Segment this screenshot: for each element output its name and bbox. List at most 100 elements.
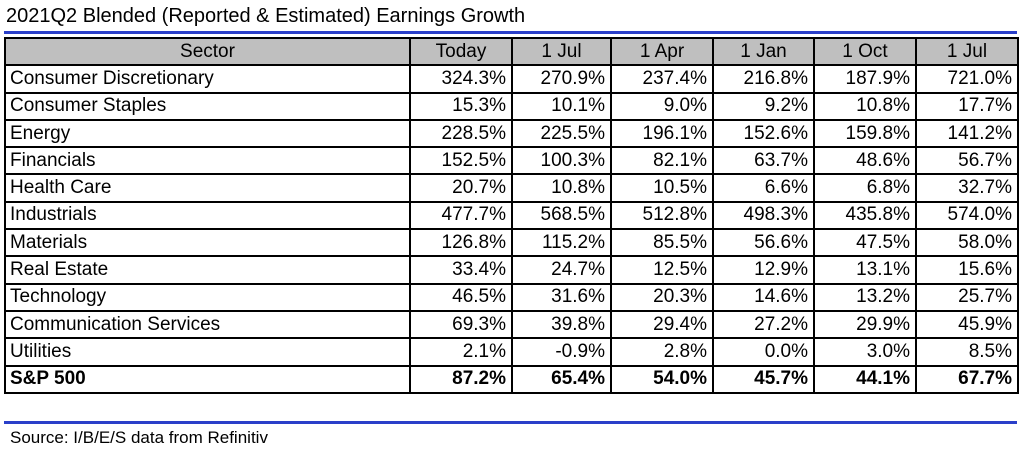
column-header-1-apr: 1 Apr xyxy=(610,36,714,67)
total-value-cell: 87.2% xyxy=(409,364,513,394)
value-cell: 9.0% xyxy=(610,91,714,121)
total-value-cell: 45.7% xyxy=(712,364,815,394)
value-cell: 152.5% xyxy=(409,146,513,176)
value-cell: 8.5% xyxy=(915,337,1019,367)
value-cell: 9.2% xyxy=(712,91,815,121)
value-cell: 10.8% xyxy=(813,91,917,121)
value-cell: 27.2% xyxy=(712,309,815,340)
value-cell: 159.8% xyxy=(813,118,917,149)
value-cell: 512.8% xyxy=(610,200,714,231)
value-cell: 574.0% xyxy=(915,200,1019,231)
table-title: 2021Q2 Blended (Reported & Estimated) Ea… xyxy=(6,5,526,27)
table-row: Financials 152.5% 100.3% 82.1% 63.7% 48.… xyxy=(4,146,1019,176)
total-label: S&P 500 xyxy=(4,364,411,394)
sector-name: Utilities xyxy=(4,337,411,367)
value-cell: 47.5% xyxy=(813,228,917,258)
value-cell: 2.1% xyxy=(409,337,513,367)
value-cell: 20.7% xyxy=(409,173,513,203)
value-cell: -0.9% xyxy=(511,337,612,367)
value-cell: 25.7% xyxy=(915,282,1019,312)
column-header-1-oct: 1 Oct xyxy=(813,36,917,67)
table-row: Industrials 477.7% 568.5% 512.8% 498.3% … xyxy=(4,200,1019,231)
value-cell: 228.5% xyxy=(409,118,513,149)
value-cell: 568.5% xyxy=(511,200,612,231)
table-row: Technology 46.5% 31.6% 20.3% 14.6% 13.2%… xyxy=(4,282,1019,312)
sector-name: Technology xyxy=(4,282,411,312)
value-cell: 435.8% xyxy=(813,200,917,231)
total-row: S&P 500 87.2% 65.4% 54.0% 45.7% 44.1% 67… xyxy=(4,364,1019,394)
value-cell: 82.1% xyxy=(610,146,714,176)
value-cell: 477.7% xyxy=(409,200,513,231)
value-cell: 15.6% xyxy=(915,255,1019,285)
value-cell: 187.9% xyxy=(813,64,917,94)
value-cell: 126.8% xyxy=(409,228,513,258)
value-cell: 24.7% xyxy=(511,255,612,285)
earnings-growth-table: Sector Today 1 Jul 1 Apr 1 Jan 1 Oct 1 J… xyxy=(4,36,1019,394)
sector-name: Communication Services xyxy=(4,309,411,340)
value-cell: 46.5% xyxy=(409,282,513,312)
value-cell: 10.5% xyxy=(610,173,714,203)
value-cell: 56.6% xyxy=(712,228,815,258)
value-cell: 196.1% xyxy=(610,118,714,149)
value-cell: 10.1% xyxy=(511,91,612,121)
value-cell: 721.0% xyxy=(915,64,1019,94)
value-cell: 32.7% xyxy=(915,173,1019,203)
value-cell: 48.6% xyxy=(813,146,917,176)
value-cell: 498.3% xyxy=(712,200,815,231)
column-header-1-jul-current: 1 Jul xyxy=(511,36,612,67)
table-row: Energy 228.5% 225.5% 196.1% 152.6% 159.8… xyxy=(4,118,1019,149)
total-value-cell: 65.4% xyxy=(511,364,612,394)
value-cell: 115.2% xyxy=(511,228,612,258)
source-note: Source: I/B/E/S data from Refinitiv xyxy=(10,428,268,447)
value-cell: 6.6% xyxy=(712,173,815,203)
value-cell: 270.9% xyxy=(511,64,612,94)
sector-name: Consumer Discretionary xyxy=(4,64,411,94)
top-accent-rule xyxy=(4,31,1017,34)
column-header-1-jan: 1 Jan xyxy=(712,36,815,67)
value-cell: 13.2% xyxy=(813,282,917,312)
value-cell: 29.4% xyxy=(610,309,714,340)
total-value-cell: 44.1% xyxy=(813,364,917,394)
value-cell: 3.0% xyxy=(813,337,917,367)
value-cell: 85.5% xyxy=(610,228,714,258)
sector-name: Energy xyxy=(4,118,411,149)
sector-name: Real Estate xyxy=(4,255,411,285)
table-row: Communication Services 69.3% 39.8% 29.4%… xyxy=(4,309,1019,340)
column-header-today: Today xyxy=(409,36,513,67)
sector-name: Materials xyxy=(4,228,411,258)
table-row: Consumer Discretionary 324.3% 270.9% 237… xyxy=(4,64,1019,94)
table-row: Real Estate 33.4% 24.7% 12.5% 12.9% 13.1… xyxy=(4,255,1019,285)
value-cell: 17.7% xyxy=(915,91,1019,121)
table-row: Consumer Staples 15.3% 10.1% 9.0% 9.2% 1… xyxy=(4,91,1019,121)
value-cell: 45.9% xyxy=(915,309,1019,340)
value-cell: 216.8% xyxy=(712,64,815,94)
total-value-cell: 54.0% xyxy=(610,364,714,394)
sector-name: Consumer Staples xyxy=(4,91,411,121)
value-cell: 12.5% xyxy=(610,255,714,285)
value-cell: 63.7% xyxy=(712,146,815,176)
value-cell: 15.3% xyxy=(409,91,513,121)
table-row: Utilities 2.1% -0.9% 2.8% 0.0% 3.0% 8.5% xyxy=(4,337,1019,367)
value-cell: 324.3% xyxy=(409,64,513,94)
value-cell: 33.4% xyxy=(409,255,513,285)
value-cell: 31.6% xyxy=(511,282,612,312)
value-cell: 100.3% xyxy=(511,146,612,176)
value-cell: 58.0% xyxy=(915,228,1019,258)
value-cell: 0.0% xyxy=(712,337,815,367)
header-row: Sector Today 1 Jul 1 Apr 1 Jan 1 Oct 1 J… xyxy=(4,36,1019,67)
value-cell: 13.1% xyxy=(813,255,917,285)
value-cell: 141.2% xyxy=(915,118,1019,149)
column-header-sector: Sector xyxy=(4,36,411,67)
table-row: Health Care 20.7% 10.8% 10.5% 6.6% 6.8% … xyxy=(4,173,1019,203)
bottom-accent-rule xyxy=(4,421,1017,424)
value-cell: 2.8% xyxy=(610,337,714,367)
sector-name: Health Care xyxy=(4,173,411,203)
value-cell: 152.6% xyxy=(712,118,815,149)
sector-name: Financials xyxy=(4,146,411,176)
value-cell: 56.7% xyxy=(915,146,1019,176)
value-cell: 29.9% xyxy=(813,309,917,340)
value-cell: 39.8% xyxy=(511,309,612,340)
value-cell: 225.5% xyxy=(511,118,612,149)
value-cell: 6.8% xyxy=(813,173,917,203)
table-row: Materials 126.8% 115.2% 85.5% 56.6% 47.5… xyxy=(4,228,1019,258)
